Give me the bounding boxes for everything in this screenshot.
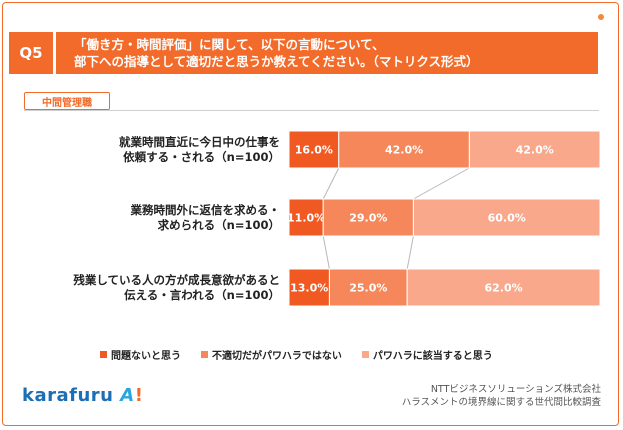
data-label: 16.0% xyxy=(295,144,333,157)
data-label: 25.0% xyxy=(349,282,387,295)
chart-legend: 問題ないと思う 不適切だがパワハラではない パワハラに該当すると思う xyxy=(100,347,493,362)
question-text: 「働き方・時間評価」に関して、以下の言動について、 部下への指導として適切だと思… xyxy=(56,32,598,74)
legend-label: 問題ないと思う xyxy=(111,351,181,362)
divider xyxy=(24,110,599,111)
source-credit: NTTビジネスソリューションズ株式会社 ハラスメントの境界線に関する世代間比較調… xyxy=(402,383,601,409)
bar-segment xyxy=(322,198,414,237)
legend-swatch xyxy=(100,351,107,358)
bar-segment xyxy=(288,268,330,307)
question-badge: Q5 xyxy=(9,32,53,74)
bar-segment xyxy=(288,198,324,237)
legend-item: 問題ないと思う xyxy=(100,347,181,362)
logo-mark: ! xyxy=(134,385,144,406)
source-line-2: ハラスメントの境界線に関する世代間比較調査 xyxy=(401,397,601,408)
category-label: 就業時間直近に今日中の仕事を 依頼する・される（n=100） xyxy=(30,135,280,165)
category-label-line: 伝える・言われる（n=100） xyxy=(124,287,280,302)
category-label-line: 求められる（n=100） xyxy=(157,217,280,232)
logo-text: karafuru xyxy=(22,385,121,406)
legend-item: パワハラに該当すると思う xyxy=(361,347,493,362)
category-label: 業務時間外に返信を求める・ 求められる（n=100） xyxy=(30,202,281,233)
question-line-2: 部下への指導として適切だと思うか教えてください。（マトリクス形式） xyxy=(74,54,479,69)
legend-swatch xyxy=(361,351,369,358)
data-label: 42.0% xyxy=(516,144,554,157)
category-label: 残業している人の方が成長意欲があると 伝える・言われる（n=100） xyxy=(30,273,280,303)
category-label-line: 就業時間直近に今日中の仕事を xyxy=(119,134,280,149)
bar-segment xyxy=(328,268,408,307)
connector-line xyxy=(322,167,340,200)
data-label: 60.0% xyxy=(488,212,526,225)
slide-frame xyxy=(2,2,619,426)
data-label: 42.0% xyxy=(385,144,423,157)
data-label: 11.0% xyxy=(287,212,325,225)
logo-ai: A xyxy=(120,385,135,406)
data-label: 62.0% xyxy=(485,282,523,295)
data-label: 29.0% xyxy=(349,212,387,225)
legend-label: パワハラに該当すると思う xyxy=(372,351,493,362)
bar-segment xyxy=(412,198,601,237)
question-line-1: 「働き方・時間評価」に関して、以下の言動について、 xyxy=(74,37,385,52)
bar-segment xyxy=(406,268,601,307)
connector-line xyxy=(406,235,414,270)
bar-segment xyxy=(468,130,601,169)
karafuru-logo: karafuru A! xyxy=(22,385,143,406)
respondent-group-tag: 中間管理職 xyxy=(24,92,110,110)
data-label: 13.0% xyxy=(290,282,328,295)
connector-line xyxy=(322,235,330,270)
decorative-dot xyxy=(598,14,604,20)
category-label-line: 依頼する・される（n=100） xyxy=(123,149,280,164)
legend-swatch xyxy=(201,351,208,358)
legend-label: 不適切だがパワハラではない xyxy=(212,351,342,362)
category-label-line: 残業している人の方が成長意欲があると xyxy=(73,272,280,287)
bar-segment xyxy=(288,130,340,169)
connector-line xyxy=(413,167,470,200)
category-label-line: 業務時間外に返信を求める・ xyxy=(130,202,281,217)
legend-item: 不適切だがパワハラではない xyxy=(201,347,342,362)
source-line-1: NTTビジネスソリューションズ株式会社 xyxy=(430,384,601,395)
